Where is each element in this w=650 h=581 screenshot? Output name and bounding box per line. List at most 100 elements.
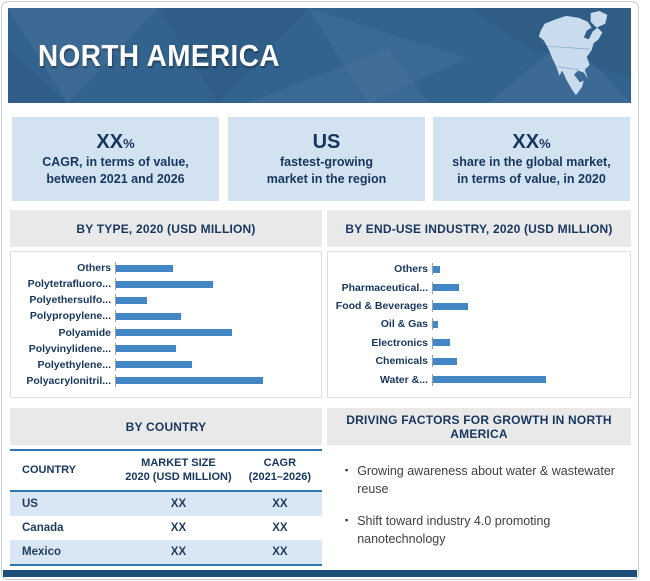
bar [116,312,181,320]
bar-row: Polyvinylidene... [11,342,317,355]
table-cell: US [22,497,38,510]
country-table-header-cell: CAGR (2021–2026) [237,449,322,492]
factor-text: Shift toward industry 4.0 promoting nano… [357,514,551,547]
bar-chart-by-type: Others Polytetrafluoro... Polyethersulfo..… [10,251,322,398]
stat-unit: % [123,135,135,151]
bar-category-label: Polyethylene... [37,358,111,371]
bar [433,320,438,328]
bar-category-label: Polyvinylidene... [28,342,111,355]
bar [433,302,469,310]
bar-track [432,318,626,331]
bar-track [432,263,626,276]
factor-text: Growing awareness about water & wastewat… [357,464,615,497]
bar-category-label: Chemicals [375,355,428,368]
stat-card-fastest-market: US fastest-growing market in the region [228,117,425,201]
bar-track [115,278,317,291]
bar-category-label: Polytetrafluoro... [27,278,111,291]
section-header-by-end-use: BY END-USE INDUSTRY, 2020 (USD MILLION) [327,210,631,247]
bar-track [432,355,626,368]
stat-caption-line: fastest-growing [279,154,374,169]
bar-row: Polytetrafluoro... [11,278,317,291]
bar-row: Others [11,262,317,275]
footer-accent-bar [3,570,637,577]
stat-card-global-share: XX% share in the global market, in terms… [433,117,630,201]
table-cell: XX [272,521,288,534]
table-cell: XX [272,497,288,510]
stat-unit: % [539,135,551,151]
bar [433,376,546,384]
bar-track [115,374,317,387]
bar-category-label: Pharmaceutical... [341,281,428,294]
table-cell: Canada [22,521,64,534]
bar-row: Polypropylene... [11,310,317,323]
bar-category-label: Polypropylene... [29,310,111,323]
bar-category-label: Polyamide [58,326,111,339]
bar-track [115,294,317,307]
bar-track [432,336,626,349]
bar [116,280,214,288]
bar-track [115,262,317,275]
region-banner: NORTH AMERICA [8,8,631,103]
table-row: Canada XX XX [10,516,322,540]
list-item: ▪ Shift toward industry 4.0 promoting nan… [345,512,625,548]
bar-row: Chemicals [328,355,626,368]
stat-card-cagr: XX% CAGR, in terms of value, between 202… [12,117,219,201]
bar [433,265,440,273]
table-cell: XX [170,521,187,534]
country-table: COUNTRY MARKET SIZE 2020 (USD MILLION) CAG… [10,449,322,566]
bar-track [115,358,317,371]
bar-category-label: Water &... [379,373,428,386]
bar-row: Polyamide [11,326,317,339]
bar-row: Others [328,263,626,276]
bar-track [432,373,626,386]
bar [433,357,457,365]
bar-row: Food & Beverages [328,300,626,313]
table-cell: XX [119,539,238,566]
bar [433,284,459,292]
bar [116,329,233,337]
bar-track [115,342,317,355]
stat-caption-line: CAGR, in terms of value, [42,154,189,169]
page-title: NORTH AMERICA [38,37,280,73]
country-table-header-cell: COUNTRY [10,449,120,492]
stat-number: XX [512,130,540,153]
bar-track [115,326,317,339]
bar-category-label: Others [394,263,428,276]
bar-track [432,300,626,313]
stat-caption-line: share in the global market, [452,154,611,169]
bullet-square-icon: ▪ [345,515,349,526]
bar-row: Water &... [328,373,626,386]
section-header-by-country: BY COUNTRY [10,408,322,445]
bar-category-label: Others [77,262,111,275]
bar [116,296,147,304]
stat-value: XX% [433,131,630,154]
stat-number: XX [96,130,124,153]
table-cell: XX [170,497,187,510]
bar-row: Oil & Gas [328,318,626,331]
bar-row: Polyacrylonitril... [11,374,317,387]
table-row: Mexico XX XX [10,539,322,566]
country-table-body: US XX XX Canada XX XX Mexico XX XX [10,490,322,566]
section-header-driving-factors: DRIVING FACTORS FOR GROWTH IN NORTH AMER… [327,408,631,445]
driving-factors-list: ▪ Growing awareness about water & wastewa… [327,450,631,563]
stat-caption-line: in terms of value, in 2020 [457,171,606,186]
stat-caption-line: market in the region [266,171,387,186]
stat-value: XX% [12,131,219,154]
stat-value: US [228,131,425,154]
bar-row: Polyethersulfo... [11,294,317,307]
bar [116,264,174,272]
bar [116,377,263,385]
bar-category-label: Polyacrylonitril... [26,374,111,387]
bar-track [115,310,317,323]
bar-chart-by-end-use: Others Pharmaceutical... Food & Beverages O… [327,251,631,398]
bar [433,339,450,347]
bar-category-label: Food & Beverages [335,300,428,313]
bar-category-label: Oil & Gas [380,318,428,331]
bar [116,345,177,353]
bar-category-label: Polyethersulfo... [29,294,111,307]
bar-row: Electronics [328,336,626,349]
bullet-square-icon: ▪ [345,465,349,475]
table-cell: XX [237,539,322,566]
bar-row: Pharmaceutical... [328,281,626,294]
